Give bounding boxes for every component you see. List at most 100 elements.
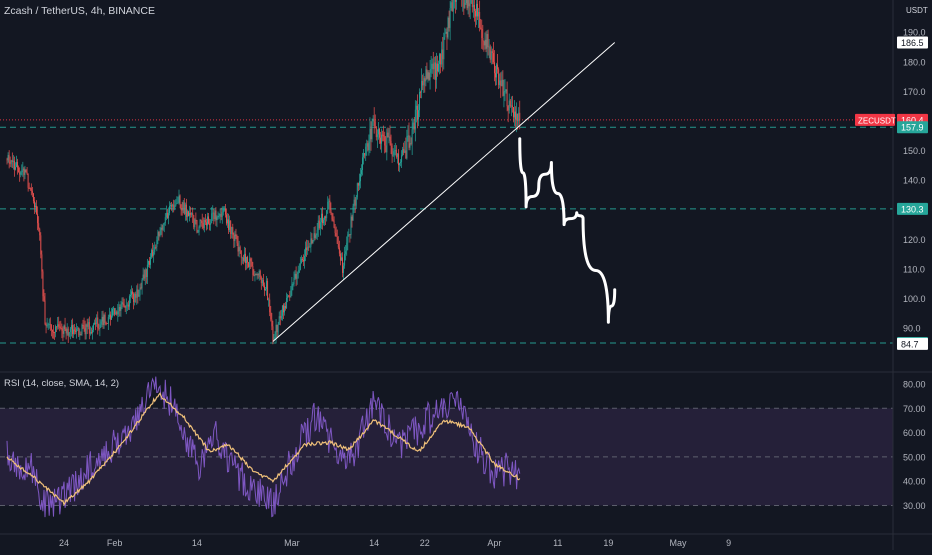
- candle-body-369: [395, 149, 397, 157]
- candle-body-276: [297, 272, 299, 274]
- price-pane[interactable]: [0, 0, 893, 345]
- candle-body-93: [104, 314, 106, 323]
- candle-body-195: [212, 212, 214, 214]
- candle-body-37: [45, 324, 47, 326]
- candle-body-208: [226, 214, 227, 224]
- candle-body-316: [339, 253, 341, 261]
- candle-body-412: [441, 49, 443, 65]
- candle-body-188: [204, 219, 206, 223]
- candle-body-341: [366, 143, 368, 147]
- candle-body-348: [373, 118, 375, 122]
- rsi-tick-1: 40.00: [903, 477, 926, 487]
- candle-body-439: [469, 3, 471, 7]
- candle-body-201: [218, 215, 220, 217]
- candle-body-295: [317, 220, 319, 231]
- candle-body-38: [46, 325, 48, 327]
- candle-body-41: [49, 324, 51, 326]
- candle-body-294: [316, 230, 318, 236]
- candle-body-303: [326, 210, 328, 219]
- candle-body-31: [39, 228, 41, 236]
- candle-body-227: [246, 256, 247, 263]
- candle-body-209: [227, 219, 228, 224]
- candle-body-382: [409, 143, 411, 148]
- candle-body-438: [468, 0, 470, 7]
- candle-body-142: [156, 240, 158, 247]
- candle-body-45: [54, 332, 55, 334]
- candle-body-471: [503, 91, 505, 96]
- candle-body-411: [440, 54, 442, 65]
- candle-body-98: [109, 314, 111, 320]
- candle-body-116: [128, 296, 130, 307]
- candle-body-80: [90, 332, 92, 333]
- candle-body-134: [147, 260, 149, 265]
- candle-body-447: [478, 11, 480, 17]
- candle-body-43: [51, 330, 53, 332]
- candle-body-353: [378, 128, 380, 138]
- candle-body-436: [466, 0, 468, 9]
- candle-body-82: [93, 324, 94, 330]
- candle-body-229: [248, 262, 250, 267]
- candle-body-78: [88, 322, 90, 334]
- candle-body-415: [444, 33, 446, 38]
- candle-body-416: [445, 31, 447, 34]
- candle-body-338: [363, 153, 365, 158]
- level-badge-0-bg: [897, 121, 928, 134]
- candle-body-239: [258, 271, 260, 276]
- candle-body-482: [515, 111, 516, 120]
- candle-body-100: [112, 308, 113, 316]
- candle-body-249: [269, 299, 271, 313]
- candle-body-410: [439, 54, 441, 64]
- candle-body-409: [438, 63, 439, 72]
- candle-body-109: [121, 302, 123, 305]
- rsi-line: [6, 376, 521, 518]
- candle-body-184: [200, 219, 202, 221]
- level-badge-4-text: 186.5: [901, 38, 924, 48]
- candle-body-70: [80, 334, 82, 335]
- candle-body-87: [98, 328, 100, 329]
- candle-body-244: [264, 285, 265, 291]
- candle-body-308: [331, 213, 333, 220]
- candle-body-34: [42, 271, 44, 297]
- candle-body-170: [185, 204, 187, 217]
- candle-body-139: [153, 251, 155, 256]
- candle-body-379: [406, 135, 408, 159]
- candle-body-32: [40, 235, 42, 255]
- candle-body-339: [364, 153, 366, 156]
- candle-body-35: [43, 296, 45, 301]
- candle-body-22: [29, 187, 31, 189]
- candle-body-460: [491, 51, 493, 54]
- candle-body-36: [44, 300, 46, 325]
- candle-body-221: [239, 247, 241, 252]
- candle-body-25: [32, 193, 34, 202]
- candle-body-94: [105, 322, 107, 324]
- candle-body-91: [102, 316, 104, 325]
- candle-body-186: [202, 223, 204, 229]
- rsi-tick-5: 80.00: [903, 380, 926, 390]
- candle-body-77: [87, 322, 89, 327]
- candle-body-282: [304, 255, 305, 262]
- candle-body-347: [372, 118, 374, 122]
- candle-body-211: [229, 220, 231, 230]
- candle-body-153: [167, 213, 169, 219]
- candle-body-354: [380, 137, 381, 144]
- candle-body-120: [133, 293, 135, 303]
- rsi-pane[interactable]: [0, 376, 893, 518]
- candle-body-247: [267, 280, 269, 301]
- candle-body-481: [514, 111, 515, 118]
- candle-body-33: [41, 254, 43, 272]
- candle-body-74: [84, 328, 86, 335]
- candle-body-185: [201, 220, 203, 224]
- candle-body-401: [429, 72, 431, 80]
- candle-body-44: [53, 331, 54, 333]
- candle-body-219: [237, 243, 239, 252]
- candle-body-68: [78, 327, 80, 336]
- candle-body-456: [487, 34, 489, 48]
- candle-body-434: [464, 2, 466, 8]
- candle-body-236: [255, 274, 257, 275]
- candle-body-148: [162, 224, 164, 230]
- candle-body-261: [281, 305, 283, 316]
- candle-body-16: [23, 168, 25, 175]
- candle-body-123: [136, 289, 138, 298]
- candle-body-314: [337, 243, 339, 248]
